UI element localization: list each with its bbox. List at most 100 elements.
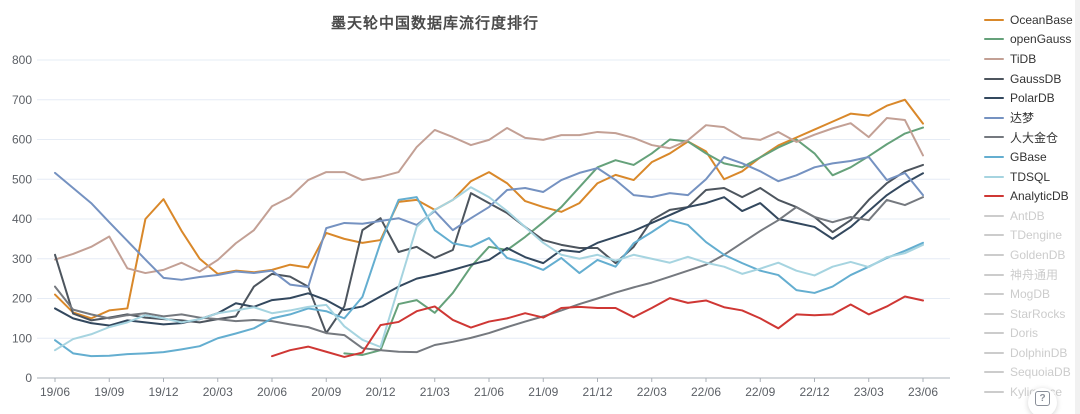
legend-item[interactable]: MogDB <box>984 284 1080 304</box>
legend-swatch-icon <box>984 195 1004 198</box>
legend-item[interactable]: AnalyticDB <box>984 186 1080 206</box>
legend-swatch-icon <box>984 38 1004 41</box>
legend-item[interactable]: AntDB <box>984 206 1080 226</box>
legend-item-label: GoldenDB <box>1010 247 1066 262</box>
legend-item-label: 人大金仓 <box>1010 130 1059 145</box>
legend-swatch-icon <box>984 97 1004 100</box>
legend-item-label: Doris <box>1010 326 1039 341</box>
legend-swatch-icon <box>984 253 1004 256</box>
legend-item-label: GaussDB <box>1010 71 1062 86</box>
legend-item-label: TDSQL <box>1010 169 1051 184</box>
legend-swatch-icon <box>984 116 1004 119</box>
y-axis-tick-label: 200 <box>12 292 32 306</box>
x-axis-tick-label: 21/03 <box>420 385 450 399</box>
legend-item-label: AnalyticDB <box>1010 189 1069 204</box>
legend-swatch-icon <box>984 136 1004 139</box>
legend-item-label: openGauss <box>1010 32 1072 47</box>
scrollbar-track[interactable] <box>1075 0 1080 414</box>
y-axis-tick-label: 800 <box>12 53 32 67</box>
x-axis-tick-label: 19/12 <box>148 385 178 399</box>
series-line <box>54 155 924 288</box>
legend-item[interactable]: GoldenDB <box>984 245 1080 265</box>
legend-swatch-icon <box>984 312 1004 315</box>
legend-item[interactable]: StarRocks <box>984 304 1080 324</box>
legend-item[interactable]: TDengine <box>984 226 1080 246</box>
legend-item[interactable]: openGauss <box>984 30 1080 50</box>
series-line <box>54 196 924 358</box>
legend-item-label: TiDB <box>1010 51 1037 66</box>
help-button[interactable]: ? <box>1028 388 1057 414</box>
legend-item-label: DolphinDB <box>1010 345 1068 360</box>
legend-item-label: OceanBase <box>1010 12 1073 27</box>
y-axis-tick-label: 0 <box>25 371 32 385</box>
x-axis-tick-label: 23/06 <box>908 385 938 399</box>
legend-item-label: 神舟通用 <box>1010 268 1059 283</box>
x-axis-tick-label: 21/12 <box>582 385 612 399</box>
y-axis-tick-label: 400 <box>12 212 32 226</box>
x-axis-tick-label: 22/06 <box>691 385 721 399</box>
x-axis-tick-label: 22/09 <box>745 385 775 399</box>
chart-title: 墨天轮中国数据库流行度排行 <box>330 15 539 32</box>
series-line <box>54 98 924 320</box>
y-axis-tick-label: 700 <box>12 93 32 107</box>
legend-item[interactable]: SequoiaDB <box>984 363 1080 383</box>
legend-swatch-icon <box>984 18 1004 21</box>
legend-item[interactable]: PolarDB <box>984 88 1080 108</box>
line-chart-canvas: 0 100 200 300 400 500 600 700 800 19/06 19/09 19/12… <box>12 53 950 399</box>
series-line <box>54 117 924 275</box>
series-line <box>343 126 924 356</box>
x-axis-tick-label: 23/03 <box>854 385 884 399</box>
legend-swatch-icon <box>984 293 1004 296</box>
legend-swatch-icon <box>984 332 1004 335</box>
legend-item[interactable]: TDSQL <box>984 167 1080 187</box>
legend-item[interactable]: Doris <box>984 324 1080 344</box>
y-axis-tick-label: 300 <box>12 252 32 266</box>
legend-swatch-icon <box>984 371 1004 374</box>
y-axis-tick-label: 600 <box>12 133 32 147</box>
chart-legend: OceanBase openGauss TiDB GaussDB PolarDB 达梦人大… <box>984 10 1080 402</box>
x-axis-tick-label: 20/09 <box>311 385 341 399</box>
legend-swatch-icon <box>984 175 1004 178</box>
series-line <box>54 196 924 354</box>
series-line <box>54 163 924 335</box>
x-axis-tick-label: 20/12 <box>365 385 395 399</box>
legend-item[interactable]: 人大金仓 <box>984 128 1080 148</box>
legend-item-label: StarRocks <box>1010 306 1066 321</box>
legend-swatch-icon <box>984 155 1004 158</box>
series-line <box>54 186 924 352</box>
y-axis-tick-label: 500 <box>12 172 32 186</box>
x-axis-tick-label: 21/06 <box>474 385 504 399</box>
legend-swatch-icon <box>984 77 1004 80</box>
legend-item-label: AntDB <box>1010 208 1045 223</box>
legend-swatch-icon <box>984 234 1004 237</box>
legend-item[interactable]: GBase <box>984 147 1080 167</box>
y-axis-tick-label: 100 <box>12 331 32 345</box>
x-axis-tick-label: 22/03 <box>637 385 667 399</box>
legend-item-label: PolarDB <box>1010 91 1055 106</box>
legend-item[interactable]: TiDB <box>984 49 1080 69</box>
legend-swatch-icon <box>984 273 1004 276</box>
question-mark-icon: ? <box>1035 391 1050 406</box>
legend-item[interactable]: DolphinDB <box>984 343 1080 363</box>
x-axis-tick-label: 21/09 <box>528 385 558 399</box>
legend-item-label: GBase <box>1010 149 1047 164</box>
x-axis-tick-label: 20/06 <box>257 385 287 399</box>
legend-swatch-icon <box>984 214 1004 217</box>
x-axis-tick-label: 19/06 <box>40 385 70 399</box>
legend-item[interactable]: 神舟通用 <box>984 265 1080 285</box>
series-line <box>271 295 924 358</box>
x-axis-tick-label: 20/03 <box>203 385 233 399</box>
legend-swatch-icon <box>984 351 1004 354</box>
x-axis-tick-label: 22/12 <box>799 385 829 399</box>
x-axis-tick-label: 19/09 <box>94 385 124 399</box>
legend-item-label: 达梦 <box>1010 111 1035 126</box>
legend-item[interactable]: OceanBase <box>984 10 1080 30</box>
legend-swatch-icon <box>984 57 1004 60</box>
legend-item-label: SequoiaDB <box>1010 365 1071 380</box>
legend-item[interactable]: GaussDB <box>984 69 1080 89</box>
legend-item[interactable]: 达梦 <box>984 108 1080 128</box>
legend-item-label: MogDB <box>1010 287 1051 302</box>
legend-swatch-icon <box>984 391 1004 394</box>
legend-item-label: TDengine <box>1010 228 1063 243</box>
